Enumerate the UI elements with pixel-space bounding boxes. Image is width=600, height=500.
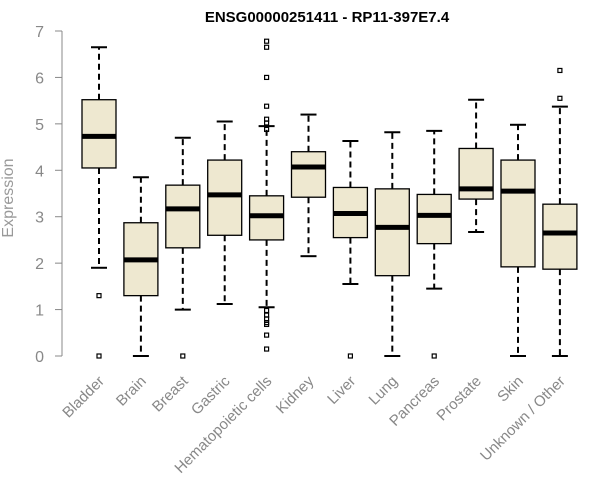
chart-title: ENSG00000251411 - RP11-397E7.4 — [205, 9, 450, 26]
y-tick-label: 7 — [35, 24, 44, 41]
outlier-point — [96, 293, 102, 299]
x-tick-label: Brain — [113, 373, 150, 410]
outlier-point — [96, 353, 102, 359]
y-axis: 0 1 2 3 4 5 6 7 — [35, 24, 63, 366]
x-tick-label: Bladder — [59, 373, 108, 422]
box-kidney — [290, 113, 327, 258]
box-gastric — [207, 120, 243, 305]
y-tick-label: 4 — [35, 163, 44, 180]
iqr-box — [290, 151, 327, 198]
outlier-point — [557, 95, 563, 101]
box-skin — [500, 123, 536, 357]
iqr-box — [542, 203, 578, 270]
y-tick-label: 2 — [35, 256, 44, 273]
y-tick-label: 0 — [35, 349, 44, 366]
box-unknown-other — [542, 67, 578, 357]
y-tick-label: 3 — [35, 210, 44, 227]
outlier-point — [264, 38, 270, 44]
outlier-point — [347, 353, 353, 359]
outlier-point — [264, 321, 270, 328]
outlier-point — [264, 126, 270, 133]
outlier-point — [264, 346, 270, 352]
outlier-point — [264, 116, 270, 122]
iqr-box — [165, 184, 201, 249]
iqr-box — [374, 188, 410, 277]
y-tick-label: 5 — [35, 117, 44, 134]
outlier-point — [264, 103, 270, 109]
iqr-box — [81, 99, 117, 169]
outlier-point — [264, 44, 270, 50]
iqr-box — [458, 147, 494, 200]
x-tick-label: Prostate — [433, 373, 485, 425]
box-brain — [123, 176, 159, 357]
outlier-point — [557, 67, 563, 74]
box-lung — [374, 131, 410, 357]
x-tick-label: Breast — [149, 372, 192, 415]
iqr-box — [416, 193, 452, 245]
box-pancreas — [416, 129, 452, 359]
outlier-point — [264, 307, 270, 314]
x-tick-label: Lung — [366, 373, 402, 409]
y-tick-label: 1 — [35, 303, 44, 320]
iqr-box — [500, 159, 536, 268]
box-breast — [165, 136, 201, 359]
outlier-point — [431, 353, 437, 359]
x-tick-label: Liver — [324, 373, 359, 408]
outlier-point — [264, 332, 270, 338]
boxes-group — [81, 38, 578, 359]
box-liver — [332, 140, 369, 359]
box-prostate — [458, 98, 494, 234]
box-bladder — [81, 46, 117, 359]
y-tick-label: 6 — [35, 70, 44, 87]
outlier-point — [264, 74, 270, 81]
x-tick-label: Kidney — [273, 372, 318, 417]
box-hematopoietic-cells — [248, 38, 285, 352]
y-axis-label: Expression — [0, 158, 17, 237]
outlier-point — [180, 353, 186, 359]
iqr-box — [207, 159, 243, 236]
x-tick-label: Skin — [494, 373, 527, 406]
